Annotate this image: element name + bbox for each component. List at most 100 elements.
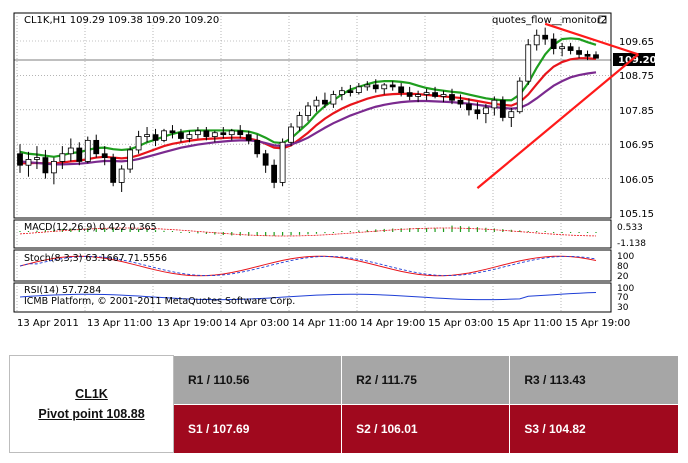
- candle-body: [50, 160, 57, 174]
- macd-bar: [231, 232, 233, 236]
- candle-body: [93, 139, 100, 155]
- macd-bar: [104, 228, 106, 232]
- candle-body: [559, 46, 566, 50]
- candle-body: [152, 134, 159, 141]
- pivot-symbol: CL1K: [75, 387, 108, 401]
- macd-bar: [281, 232, 284, 236]
- support-2: S2 / 106.01: [341, 403, 510, 453]
- candle-body: [449, 94, 455, 101]
- macd-bar: [154, 230, 157, 232]
- macd-bar: [527, 230, 529, 232]
- macd-bar: [400, 228, 402, 232]
- rsi-axis-mid: 70: [617, 293, 629, 303]
- price-label-3: 107.85: [619, 106, 654, 117]
- macd-bar: [171, 231, 174, 232]
- stoch-axis-bottom: 20: [617, 272, 629, 282]
- rsi-polyline: [19, 291, 597, 301]
- price-label-4: 106.95: [619, 140, 654, 151]
- macd-label: MACD(12,26,9) 0.422 0.365: [24, 222, 157, 233]
- time-label-1: 13 Apr 2011: [17, 318, 79, 329]
- rsi-axis-bottom: 30: [617, 303, 629, 313]
- candle-body: [186, 134, 193, 139]
- candle-body: [567, 46, 574, 51]
- macd-bar: [519, 230, 521, 232]
- macd-bar: [536, 231, 538, 232]
- price-label-2: 108.75: [619, 71, 654, 82]
- symbol-header: CL1K,H1 109.29 109.38 109.20 109.20: [24, 15, 219, 26]
- candle-body: [542, 34, 549, 40]
- candle-body: [347, 90, 354, 93]
- rsi-line: [19, 291, 597, 301]
- macd-bar: [256, 232, 258, 236]
- macd-bar: [586, 232, 589, 233]
- macd-bar: [561, 232, 563, 233]
- price-label-5: 106.05: [619, 175, 654, 186]
- macd-bar: [129, 228, 131, 232]
- macd-bar: [375, 229, 377, 232]
- price-label-1: 109.65: [619, 37, 654, 48]
- candle-body: [101, 153, 108, 158]
- stoch-panel-frame: [13, 249, 612, 282]
- candle-body: [322, 99, 328, 105]
- macd-bar: [442, 228, 445, 232]
- current-price-box: [613, 53, 655, 66]
- rsi-axis-top: 100: [617, 284, 634, 294]
- macd-bar: [366, 229, 368, 232]
- macd-bar: [307, 232, 309, 235]
- candle-body: [237, 130, 244, 136]
- candle-body: [593, 54, 599, 59]
- time-label-7: 15 Apr 03:00: [428, 318, 493, 329]
- macd-bar: [95, 228, 97, 232]
- candle-body: [525, 44, 532, 82]
- candle-body: [25, 159, 32, 166]
- rsi-panel-frame: [13, 282, 612, 313]
- candle-body: [254, 139, 261, 155]
- candle-body: [457, 99, 464, 105]
- time-label-6: 14 Apr 19:00: [360, 318, 425, 329]
- candle-body: [516, 80, 523, 113]
- candle-body: [169, 130, 176, 134]
- macd-bar: [273, 232, 275, 236]
- resistance-trendline: [544, 22, 639, 56]
- rsi-label: RSI(14) 57.7284: [24, 285, 101, 296]
- macd-bar: [239, 232, 241, 236]
- macd-bar: [53, 229, 55, 232]
- macd-bar: [553, 232, 555, 233]
- copyright-footer: ICMB Platform, © 2001-2011 MetaQuotes So…: [24, 296, 295, 307]
- macd-bar: [451, 225, 453, 232]
- macd-histogram: [19, 225, 597, 237]
- resistance-3: R3 / 113.43: [509, 355, 678, 404]
- macd-bar: [358, 230, 360, 232]
- candle-body: [584, 53, 591, 57]
- candle-body: [17, 153, 23, 166]
- candle-body: [398, 86, 405, 94]
- candle-body: [381, 84, 388, 90]
- indicator-toggle-icon[interactable]: [598, 15, 607, 24]
- candle-body: [389, 84, 396, 88]
- macd-axis-bottom: -1.138: [617, 239, 646, 249]
- candle-body: [313, 99, 320, 107]
- candle-body: [550, 38, 557, 50]
- candle-body: [194, 130, 201, 136]
- candle-body: [211, 132, 218, 137]
- candle-body: [330, 94, 337, 105]
- time-label-4: 14 Apr 03:00: [224, 318, 289, 329]
- candle-body: [508, 111, 515, 118]
- resistance-1: R1 / 110.56: [172, 355, 342, 404]
- support-3: S3 / 104.82: [509, 403, 678, 453]
- macd-bar: [468, 226, 470, 232]
- stoch-main-line: [19, 255, 597, 277]
- macd-bar: [341, 231, 343, 232]
- candle-body: [262, 153, 269, 166]
- candle-body: [482, 107, 489, 115]
- macd-bar: [27, 231, 30, 232]
- time-label-9: 15 Apr 19:00: [565, 318, 630, 329]
- candle-body: [533, 34, 540, 46]
- candle-body: [279, 141, 286, 183]
- macd-bar: [121, 228, 123, 232]
- macd-bar: [425, 228, 428, 232]
- macd-bar: [315, 232, 318, 234]
- macd-bar: [434, 228, 436, 232]
- candle-body: [127, 149, 134, 170]
- current-price-label: 109.20: [618, 55, 657, 66]
